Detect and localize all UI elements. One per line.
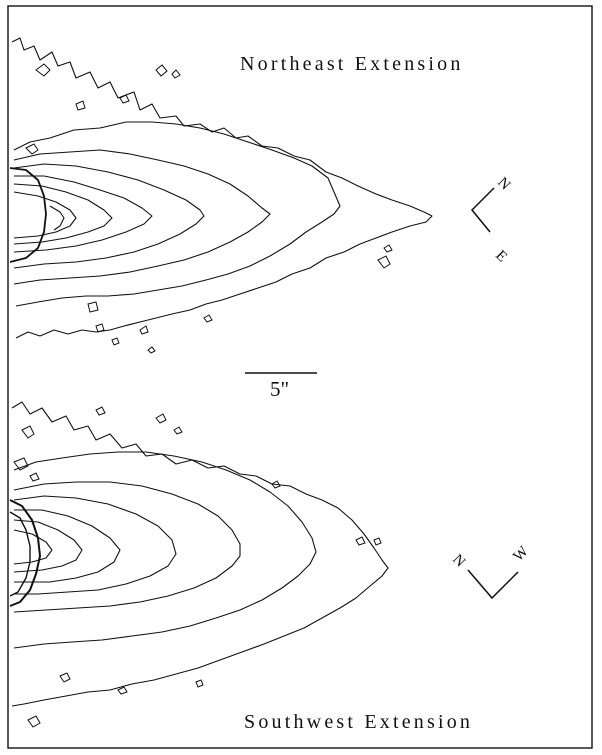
contour-set-northeast	[9, 37, 433, 339]
compass-letter-up: N	[449, 552, 468, 571]
contour-level-8	[49, 205, 65, 231]
contour-level-3	[13, 149, 271, 285]
contour-level-6	[13, 183, 113, 245]
noise-islands-northeast	[25, 63, 393, 354]
panel-title-northeast: Northeast Extension	[240, 53, 464, 75]
contour-level-6	[13, 519, 83, 573]
contour-level-7	[13, 529, 53, 565]
contour-level-5	[13, 175, 153, 253]
noise-islands-southwest	[13, 406, 382, 728]
contour-level-1	[11, 401, 389, 707]
contour-level-4	[13, 495, 177, 595]
panel-northeast: Northeast Extension	[9, 37, 513, 354]
contour-level-1	[11, 37, 433, 339]
compass-northeast: N E	[470, 175, 513, 266]
contour-level-4	[13, 163, 205, 269]
core-edge	[9, 167, 47, 263]
compass-arrows-southwest	[467, 569, 519, 600]
panel-title-southwest: Southwest Extension	[244, 711, 473, 733]
figure-frame	[7, 5, 593, 749]
scale-bar: 5"	[245, 372, 317, 401]
contour-level-2	[13, 451, 317, 649]
core-edge-inner	[9, 511, 31, 597]
contour-set-southwest	[9, 401, 389, 707]
compass-letter-side: E	[492, 248, 510, 266]
scale-bar-label: 5"	[270, 377, 289, 401]
panel-southwest: N W Southwest Extension	[9, 401, 533, 733]
compass-southwest: N W	[449, 543, 533, 600]
compass-letter-up: N	[494, 175, 513, 194]
compass-arrows-northeast	[470, 187, 495, 233]
compass-letter-side: W	[511, 543, 533, 565]
core-edge	[9, 499, 41, 607]
contour-level-2	[13, 121, 341, 307]
contour-level-5	[14, 509, 121, 583]
contour-level-3	[13, 481, 241, 613]
